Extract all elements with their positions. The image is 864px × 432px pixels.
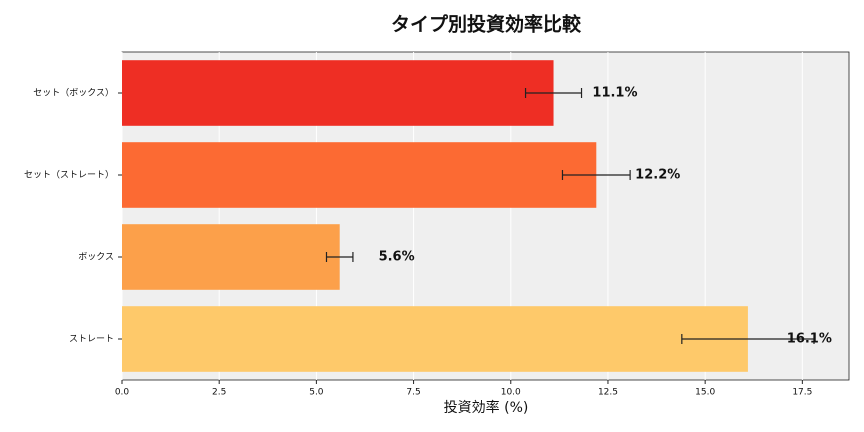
y-tick-label: ボックス: [78, 252, 114, 263]
x-tick-label: 2.5: [212, 388, 226, 398]
x-tick-label: 17.5: [792, 388, 812, 398]
value-label: 12.2%: [635, 168, 680, 183]
y-tick-label: セット（ストレート）: [24, 170, 114, 181]
value-label: 11.1%: [592, 86, 637, 101]
x-tick-label: 7.5: [406, 388, 420, 398]
x-tick-label: 10.0: [501, 388, 521, 398]
bar: [122, 306, 748, 372]
x-tick-label: 15.0: [695, 388, 715, 398]
value-label: 16.1%: [787, 332, 832, 347]
bar: [122, 224, 340, 290]
y-tick-label: ストレート: [69, 335, 114, 345]
x-tick-label: 5.0: [309, 388, 324, 398]
bar: [122, 142, 597, 208]
x-tick-label: 0.0: [115, 388, 130, 398]
chart-title: タイプ別投資効率比較: [391, 13, 582, 36]
y-tick-label: セット（ボックス）: [33, 88, 114, 99]
x-axis-label: 投資効率 (%): [444, 399, 529, 416]
x-tick-label: 12.5: [598, 388, 618, 398]
bar: [122, 60, 554, 126]
value-label: 5.6%: [379, 250, 415, 265]
